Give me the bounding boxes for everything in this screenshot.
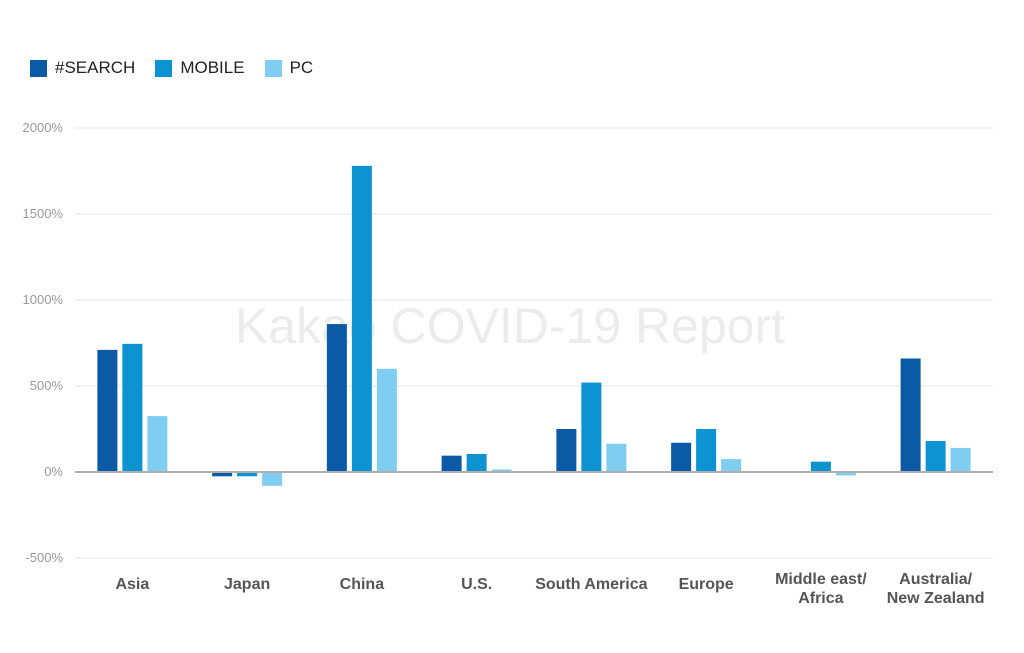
bar-pc bbox=[606, 443, 627, 472]
legend-swatch-search bbox=[30, 59, 47, 77]
y-tick-label: 0% bbox=[44, 464, 63, 479]
bar-search bbox=[326, 324, 347, 472]
bar-search bbox=[212, 472, 233, 477]
bar-mobile bbox=[581, 382, 602, 472]
bar-pc bbox=[491, 469, 512, 472]
x-category-label-line: Australia/ bbox=[899, 571, 972, 588]
watermark-text: Kakao COVID-19 Report bbox=[235, 298, 785, 354]
x-category-label-line: New Zealand bbox=[887, 590, 985, 607]
y-tick-label: 1000% bbox=[23, 292, 64, 307]
legend-swatch-pc bbox=[264, 59, 282, 77]
x-category-label: Japan bbox=[224, 576, 270, 593]
bar-pc bbox=[721, 459, 742, 472]
bar-mobile bbox=[810, 461, 831, 472]
bar-mobile bbox=[466, 453, 487, 472]
chart-legend: #SEARCH MOBILE PC bbox=[30, 58, 313, 78]
legend-swatch-mobile bbox=[155, 59, 173, 77]
bar-pc bbox=[262, 472, 283, 486]
legend-label-pc: PC bbox=[289, 58, 314, 77]
x-category-label-line: Europe bbox=[679, 576, 734, 593]
y-tick-label: 2000% bbox=[23, 120, 64, 135]
x-category-label-line: Asia bbox=[115, 576, 149, 593]
x-category-label: U.S. bbox=[461, 576, 492, 593]
bar-pc bbox=[950, 447, 971, 472]
x-category-label: China bbox=[340, 576, 385, 593]
bar-mobile bbox=[351, 165, 372, 472]
bar-pc bbox=[147, 416, 168, 472]
y-tick-label: 1500% bbox=[23, 206, 64, 221]
legend-label-search: #SEARCH bbox=[55, 58, 136, 77]
bar-mobile bbox=[122, 343, 143, 472]
bar-search bbox=[671, 442, 692, 472]
x-category-label: Middle east/Africa bbox=[775, 571, 867, 607]
legend-label-mobile: MOBILE bbox=[180, 58, 245, 77]
bar-mobile bbox=[696, 429, 717, 472]
bar-mobile bbox=[237, 472, 258, 477]
x-category-label-line: Africa bbox=[798, 590, 843, 607]
x-category-label-line: South America bbox=[535, 576, 647, 593]
x-category-label: Europe bbox=[679, 576, 734, 593]
y-tick-label: -500% bbox=[25, 550, 63, 565]
x-category-label: South America bbox=[535, 576, 647, 593]
x-category-label-line: China bbox=[340, 576, 385, 593]
y-tick-label: 500% bbox=[30, 378, 64, 393]
bar-search bbox=[900, 358, 921, 472]
x-category-label-line: U.S. bbox=[461, 576, 492, 593]
x-category-label: Asia bbox=[115, 576, 149, 593]
x-category-label: Australia/New Zealand bbox=[887, 571, 985, 607]
bar-search bbox=[556, 429, 577, 472]
bar-pc bbox=[376, 368, 397, 472]
legend-item-search: #SEARCH bbox=[30, 58, 135, 78]
x-category-label-line: Middle east/ bbox=[775, 571, 867, 588]
legend-item-pc: PC bbox=[264, 58, 314, 78]
bar-search bbox=[97, 349, 118, 472]
x-category-label-line: Japan bbox=[224, 576, 270, 593]
bar-pc bbox=[835, 472, 856, 476]
legend-item-mobile: MOBILE bbox=[155, 58, 245, 78]
bar-mobile bbox=[925, 441, 946, 472]
bar-search bbox=[441, 455, 462, 472]
